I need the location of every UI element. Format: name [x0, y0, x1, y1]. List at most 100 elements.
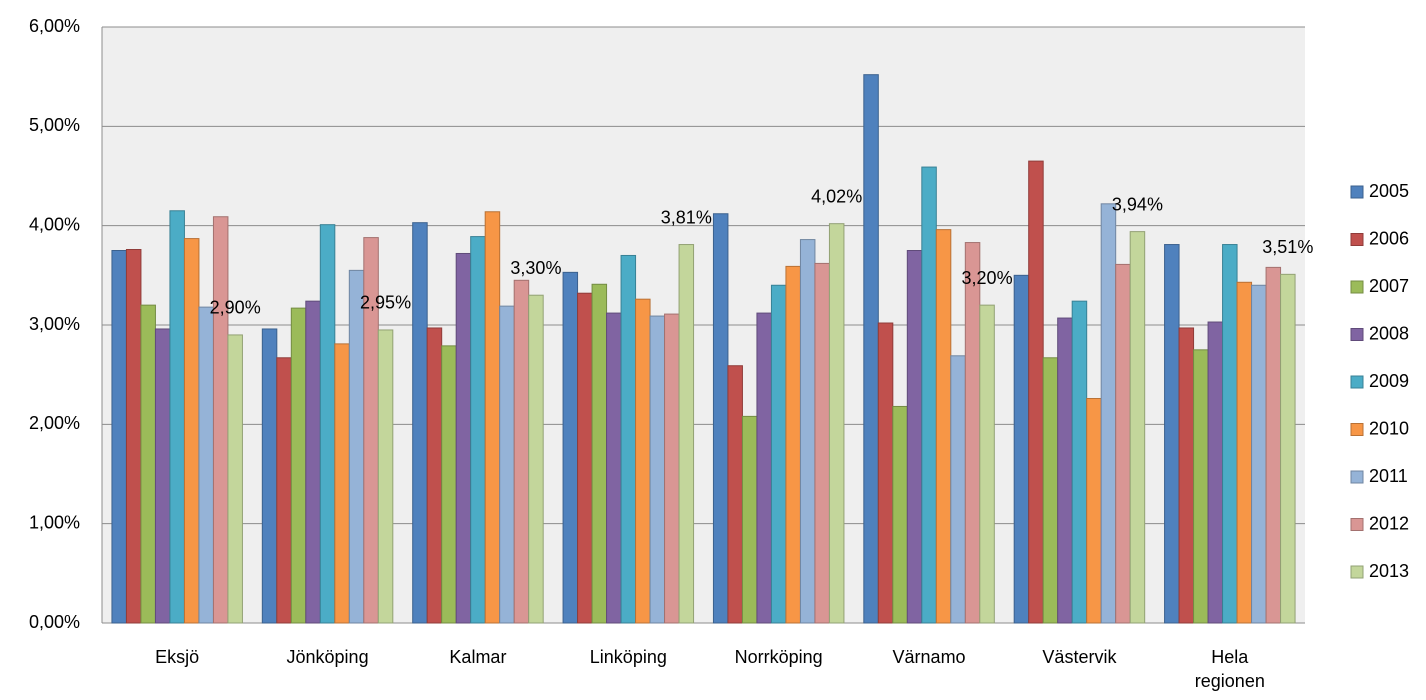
bar	[979, 304, 995, 624]
bar	[1042, 357, 1059, 624]
legend-label: 2012	[1369, 513, 1409, 533]
bar	[377, 329, 394, 624]
bar	[1280, 273, 1296, 624]
bar	[412, 222, 428, 624]
legend-label: 2007	[1369, 276, 1409, 296]
bar	[227, 334, 243, 624]
bar	[528, 294, 544, 624]
bar	[183, 238, 200, 624]
y-tick-label: 6,00%	[29, 16, 80, 36]
bar	[712, 213, 729, 624]
data-label: 3,81%	[661, 207, 712, 227]
y-tick-label: 2,00%	[29, 413, 80, 433]
bar	[1100, 203, 1117, 624]
y-tick-label: 5,00%	[29, 115, 80, 135]
bar	[606, 312, 622, 624]
bar	[950, 355, 966, 624]
bar	[470, 236, 486, 624]
x-tick-label: Norrköping	[734, 647, 823, 667]
bar	[1251, 284, 1267, 624]
data-label: 2,90%	[210, 298, 261, 318]
bar	[828, 223, 845, 624]
bar	[305, 300, 321, 624]
bar	[169, 210, 185, 624]
bar	[964, 242, 981, 624]
bar	[319, 224, 336, 624]
bar	[863, 74, 879, 624]
legend-swatch	[1350, 470, 1364, 484]
bar	[678, 244, 695, 624]
legend-swatch	[1350, 185, 1364, 199]
bar	[770, 284, 787, 624]
legend-label: 2009	[1369, 371, 1409, 391]
x-tick-label: Eksjö	[155, 647, 200, 667]
bar	[906, 250, 923, 624]
bar	[1265, 266, 1282, 624]
legend-swatch	[1350, 518, 1364, 531]
y-tick-label: 4,00%	[29, 214, 80, 234]
y-tick-label: 3,00%	[29, 314, 80, 334]
bar	[140, 304, 156, 624]
bar	[348, 269, 365, 624]
bar	[785, 265, 801, 624]
bar	[635, 298, 651, 624]
data-label: 2,95%	[360, 293, 411, 313]
bar	[1207, 321, 1224, 624]
bar	[111, 250, 127, 624]
data-label: 3,30%	[510, 258, 561, 278]
bar	[577, 292, 593, 624]
bar	[1193, 349, 1209, 624]
bar	[198, 306, 214, 624]
legend-swatch	[1350, 328, 1364, 341]
bar	[1178, 327, 1195, 624]
bar	[441, 345, 457, 624]
bar	[154, 328, 171, 624]
legend-swatch	[1350, 280, 1364, 294]
data-label: 3,20%	[962, 268, 1013, 288]
bar	[1057, 317, 1073, 624]
bar	[727, 365, 743, 624]
bar	[513, 279, 530, 624]
bar	[426, 327, 443, 624]
legend-swatch	[1350, 375, 1364, 389]
bar	[877, 322, 894, 624]
bar	[455, 252, 472, 624]
bar	[212, 216, 229, 624]
x-tick-label: Hela regionen	[1194, 647, 1265, 691]
bar	[1028, 160, 1044, 624]
bar	[664, 313, 680, 624]
bar	[814, 262, 830, 624]
legend-label: 2013	[1369, 561, 1409, 581]
bar	[1071, 300, 1088, 624]
bar	[290, 307, 307, 624]
legend-label: 2008	[1369, 323, 1409, 343]
legend-label: 2006	[1369, 228, 1409, 248]
bar	[649, 315, 666, 624]
bar	[276, 357, 292, 624]
legend-swatch	[1350, 565, 1364, 579]
bar	[1086, 398, 1102, 624]
bar	[935, 229, 952, 624]
legend-label: 2010	[1369, 418, 1409, 438]
bar	[1129, 231, 1146, 624]
bar	[261, 328, 278, 624]
y-tick-label: 0,00%	[29, 612, 80, 632]
legend-swatch	[1350, 423, 1364, 436]
x-tick-label: Värnamo	[892, 647, 966, 667]
bar	[921, 166, 937, 624]
data-label: 4,02%	[811, 186, 862, 206]
bar	[499, 305, 515, 624]
bar	[125, 249, 142, 624]
bar	[334, 343, 350, 624]
bar	[591, 283, 608, 624]
bar	[484, 211, 501, 624]
x-tick-label: Jönköping	[286, 647, 369, 667]
bar	[562, 271, 579, 624]
x-tick-label: Västervik	[1042, 647, 1117, 667]
bar	[1222, 244, 1238, 624]
legend-swatch	[1350, 233, 1364, 246]
x-tick-label: Kalmar	[449, 647, 507, 667]
bar	[756, 312, 772, 624]
